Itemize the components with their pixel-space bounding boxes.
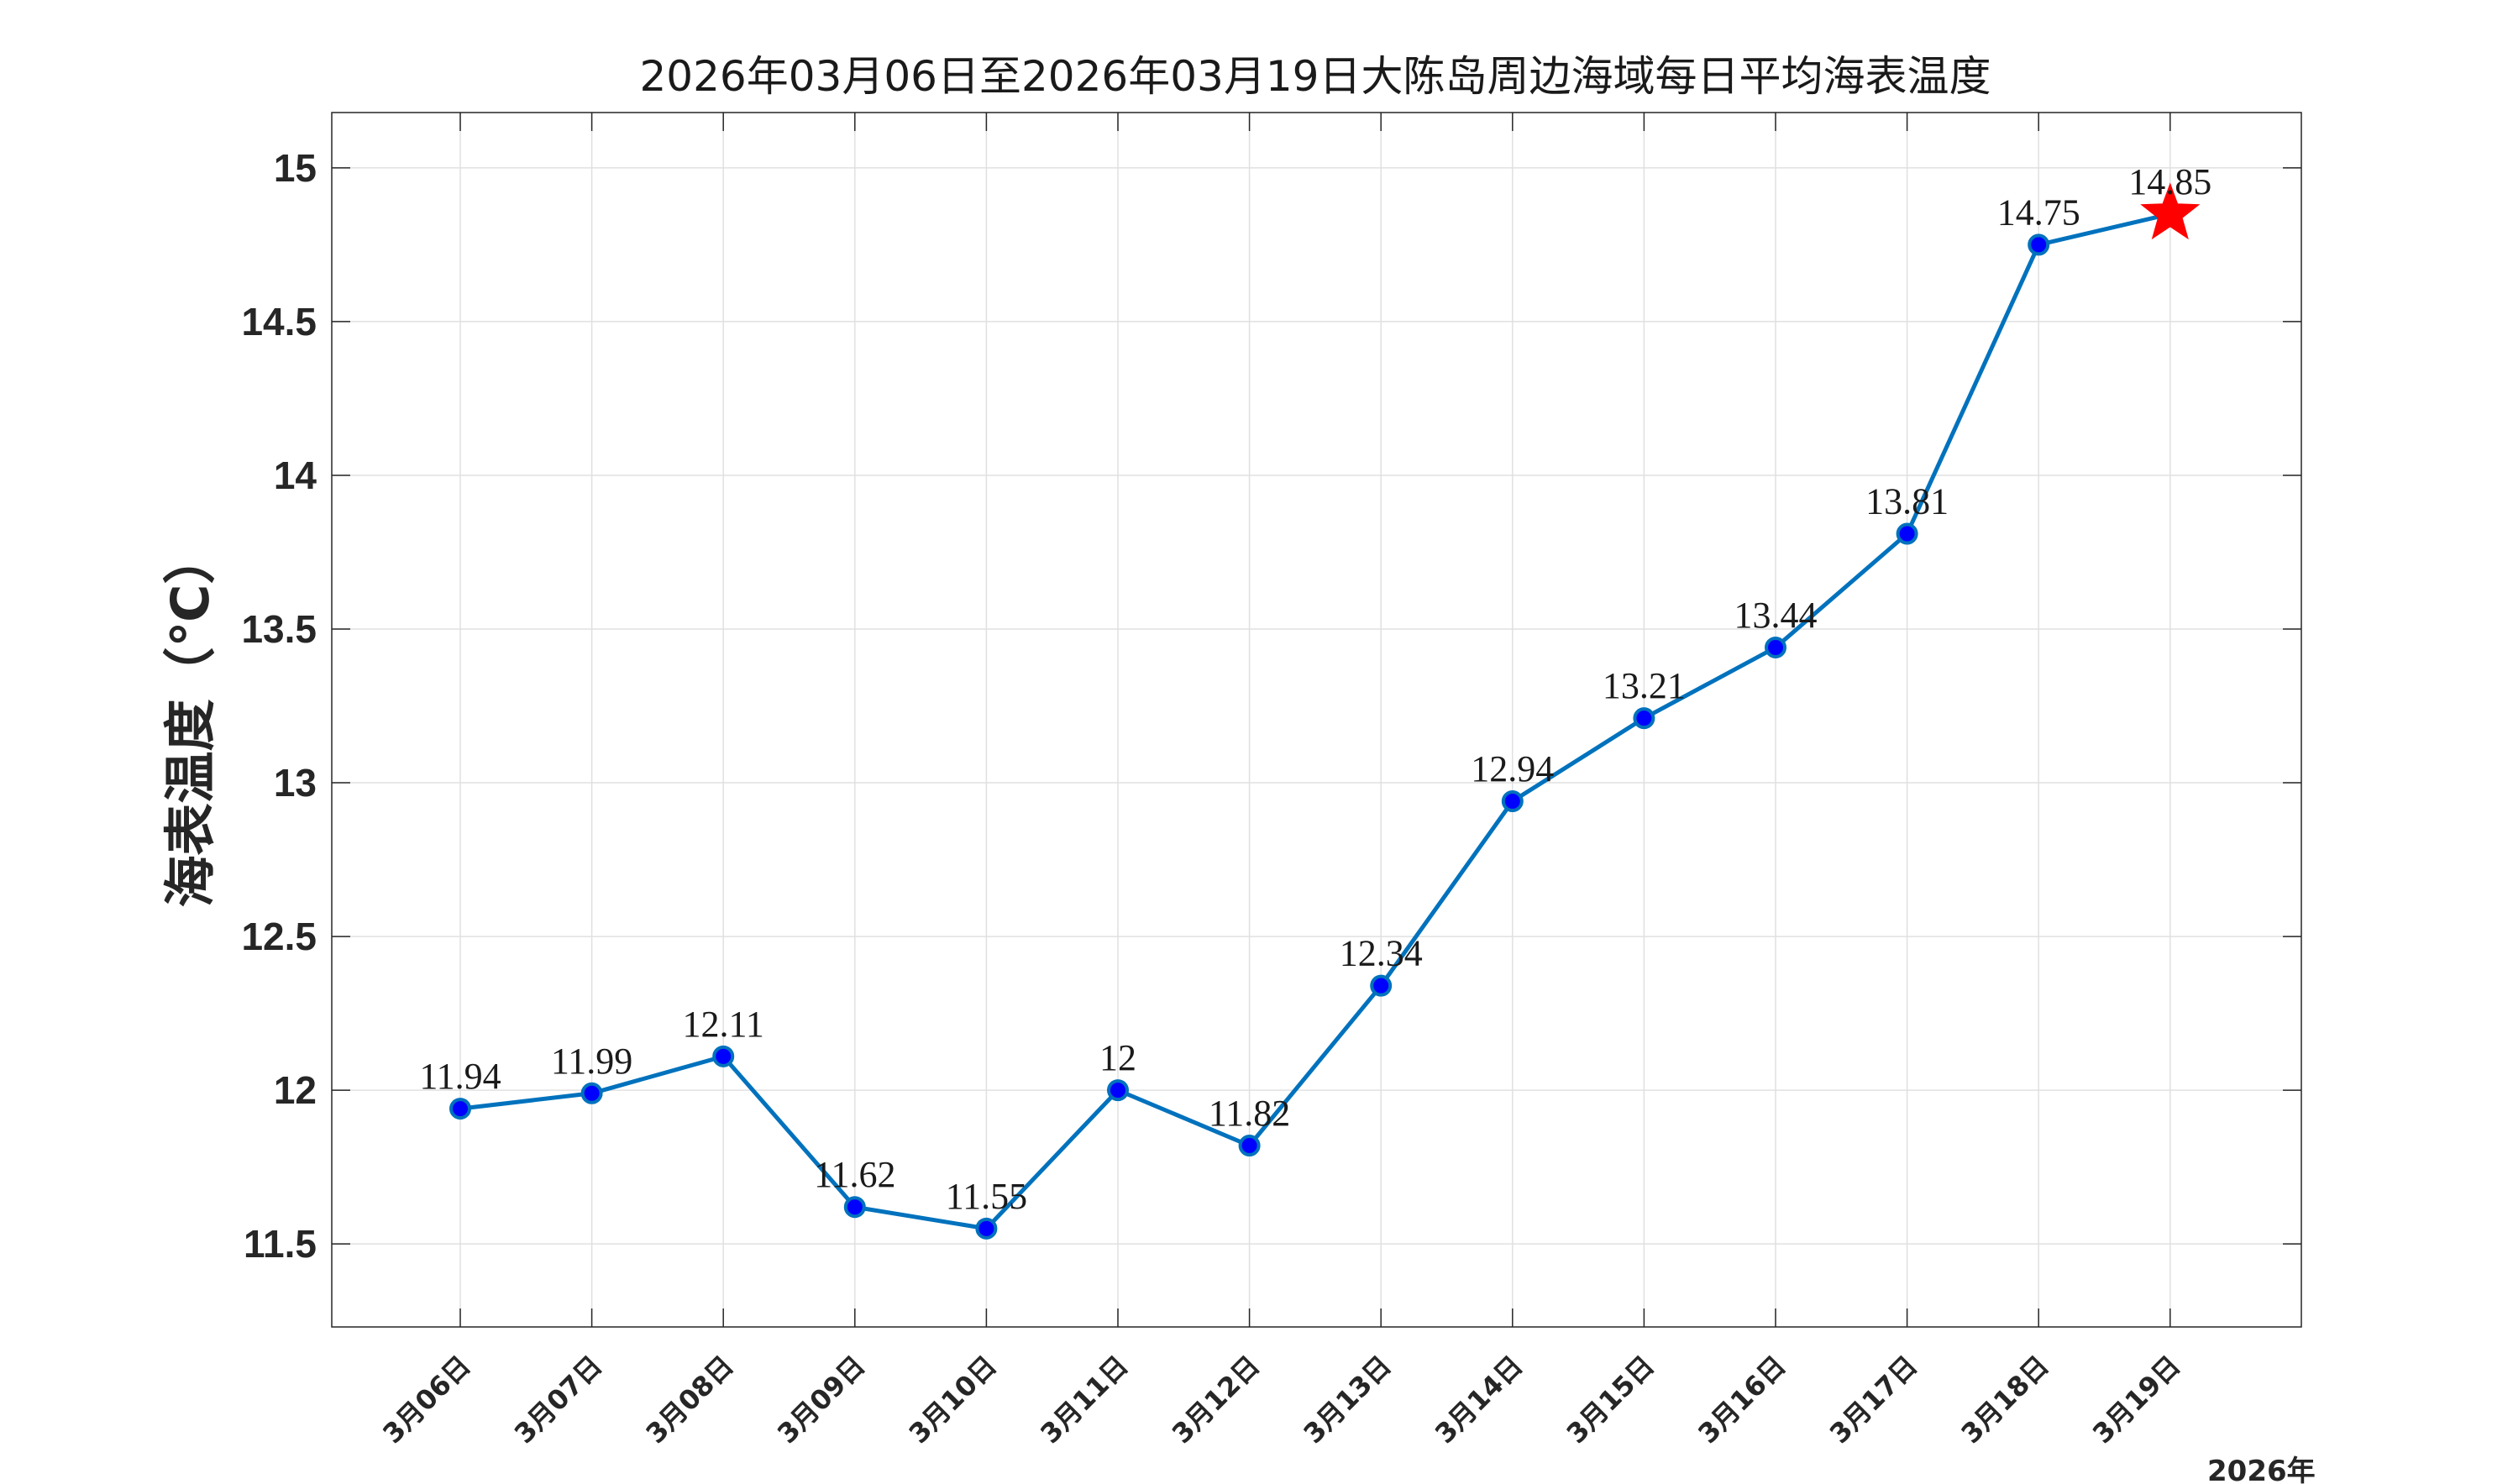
data-point <box>1370 974 1393 997</box>
data-point <box>1238 1135 1261 1157</box>
data-label: 11.55 <box>946 1176 1027 1217</box>
data-point <box>712 1045 735 1067</box>
data-point <box>449 1098 471 1120</box>
data-point <box>975 1217 998 1240</box>
series-line <box>459 212 2171 1231</box>
highlight-star-marker <box>2140 182 2201 240</box>
data-label: 11.62 <box>814 1154 895 1195</box>
x-tick-label: 3月19日 <box>2086 1350 2186 1450</box>
x-axis-year-label: 2026年 <box>2207 1455 2316 1484</box>
data-label: 11.82 <box>1209 1093 1290 1134</box>
data-label: 13.21 <box>1603 665 1686 706</box>
x-tick-label: 3月16日 <box>1692 1350 1792 1450</box>
x-tick-label: 3月17日 <box>1823 1350 1923 1450</box>
data-labels: 11.94 11.99 12.11 11.62 11.55 12 11.82 12.34 12.… <box>419 161 2211 1217</box>
chart-title: 2026年03月06日至2026年03月19日大陈岛周边海域每日平均海表温度 <box>640 52 1991 101</box>
x-tick-label: 3月06日 <box>376 1350 476 1450</box>
data-label: 14.75 <box>1997 191 2080 233</box>
grid-lines <box>332 113 2301 1327</box>
data-label: 12 <box>1099 1037 1136 1078</box>
x-tick-label: 3月14日 <box>1429 1350 1529 1450</box>
data-label: 13.44 <box>1734 595 1818 636</box>
series-sst <box>449 182 2201 1240</box>
data-point <box>1765 636 1786 658</box>
plot-area-frame <box>331 112 2302 1328</box>
x-tick-label: 3月11日 <box>1034 1350 1134 1450</box>
y-tick-label: 13.5 <box>241 607 317 651</box>
data-label: 12.34 <box>1340 933 1423 974</box>
data-label: 11.99 <box>551 1041 632 1082</box>
y-tick-label: 15 <box>274 146 317 190</box>
data-point <box>1633 707 1655 730</box>
data-label: 12.11 <box>683 1004 764 1045</box>
y-axis-label: 海表温度（℃） <box>160 532 221 907</box>
x-tick-label: 3月13日 <box>1297 1350 1397 1450</box>
y-tick-label: 12.5 <box>241 915 317 958</box>
axis-ticks: 11.5 12 12.5 13 13.5 14 14.5 15 3月06日 3月07日 3月08日 3… <box>241 113 2301 1450</box>
y-tick-label: 12 <box>274 1068 317 1112</box>
x-tick-label: 3月15日 <box>1561 1350 1660 1450</box>
x-tick-label: 3月10日 <box>903 1350 1003 1450</box>
x-tick-label: 3月08日 <box>639 1350 739 1450</box>
data-point <box>1107 1079 1129 1102</box>
x-tick-label: 3月07日 <box>508 1350 608 1450</box>
data-point <box>2028 233 2050 256</box>
y-tick-label: 14 <box>274 454 317 497</box>
data-label: 13.81 <box>1865 481 1949 522</box>
x-tick-label: 3月18日 <box>1954 1350 2054 1450</box>
data-point <box>1896 522 1918 545</box>
data-point <box>843 1196 866 1219</box>
y-tick-label: 13 <box>274 761 317 805</box>
x-tick-label: 3月09日 <box>771 1350 871 1450</box>
data-label: 12.94 <box>1471 748 1554 789</box>
data-point <box>1501 790 1524 813</box>
data-point <box>580 1082 603 1104</box>
data-label: 14.85 <box>2128 161 2211 202</box>
data-label: 11.94 <box>419 1056 501 1097</box>
x-tick-label: 3月12日 <box>1166 1350 1266 1450</box>
y-tick-label: 14.5 <box>241 300 317 343</box>
y-tick-label: 11.5 <box>244 1222 317 1266</box>
